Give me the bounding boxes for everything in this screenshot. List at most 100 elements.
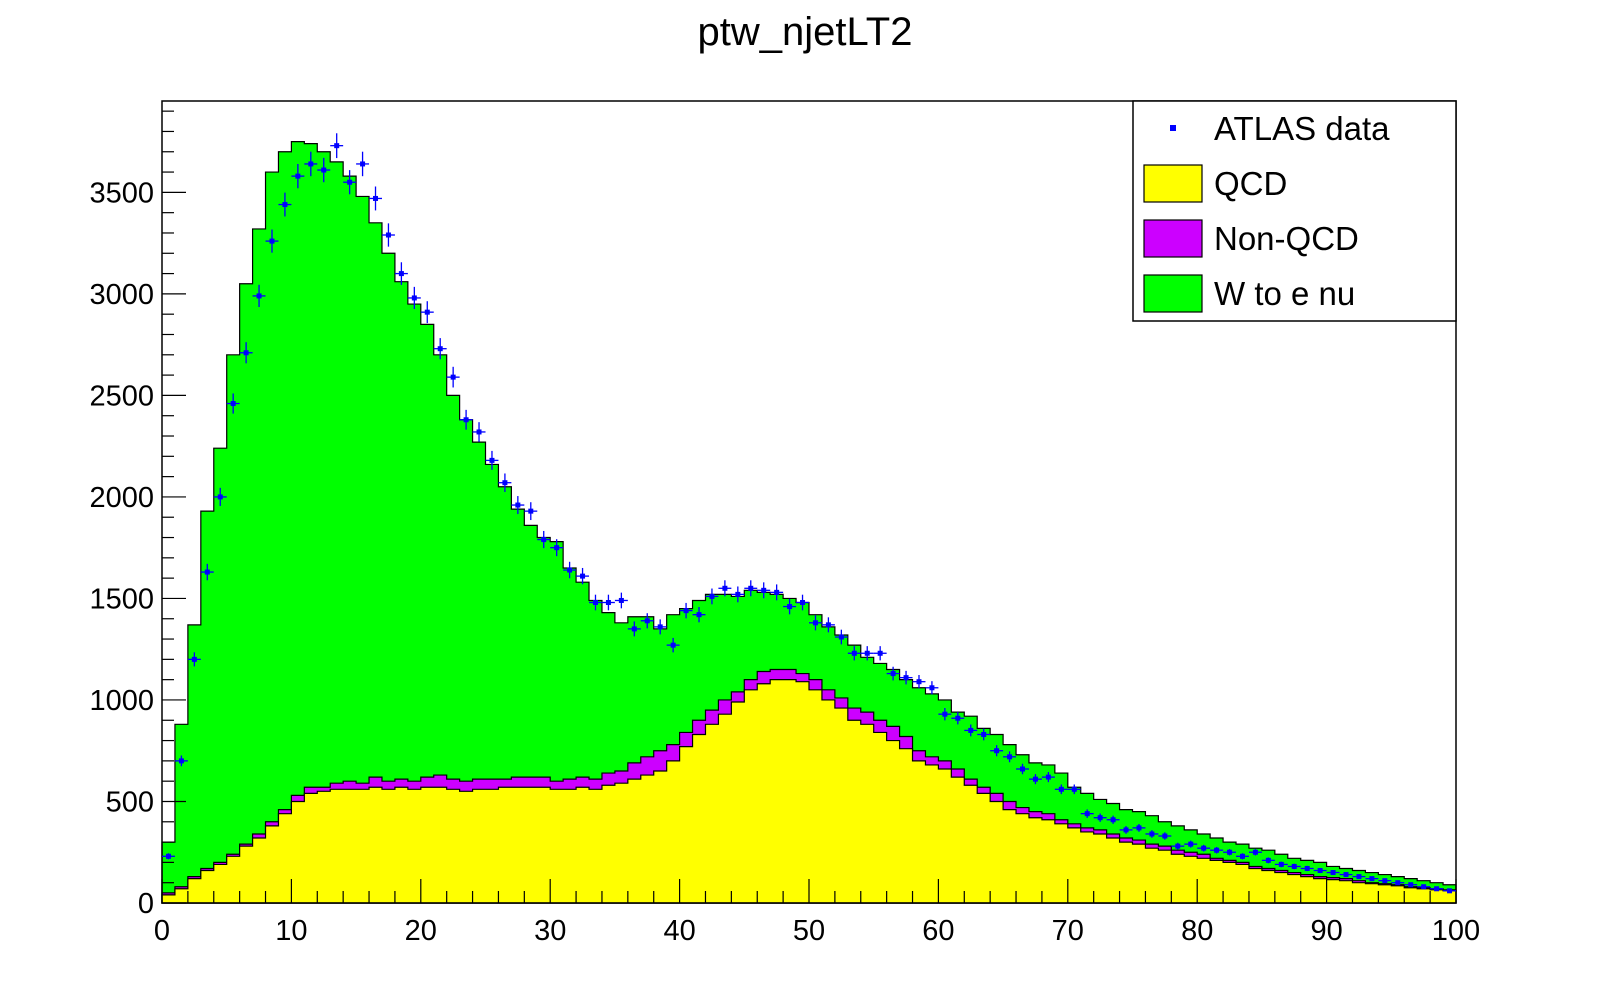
data-point (524, 502, 538, 521)
data-point (213, 487, 227, 507)
data-point-marker (968, 727, 974, 733)
data-point-marker (877, 650, 883, 656)
data-point-marker (1045, 774, 1051, 780)
data-point (653, 619, 667, 635)
data-point-marker (787, 604, 793, 610)
data-point (265, 229, 279, 253)
y-tick-label: 3000 (89, 279, 154, 311)
x-tick-label: 80 (1181, 915, 1213, 947)
x-tick-label: 90 (1310, 915, 1342, 947)
data-point (1352, 874, 1366, 880)
data-point-marker (761, 587, 767, 593)
data-point-marker (800, 600, 806, 606)
data-point (1080, 809, 1094, 818)
y-tick-label: 1000 (89, 685, 154, 717)
data-point-marker (1369, 876, 1375, 882)
x-tick-label: 30 (534, 915, 566, 947)
data-point-marker (282, 202, 288, 208)
data-points (162, 133, 1456, 894)
x-tick-label: 50 (793, 915, 825, 947)
data-point (381, 223, 395, 247)
data-point (951, 712, 965, 725)
legend-swatch-qcd (1143, 164, 1203, 203)
data-point-marker (774, 589, 780, 595)
data-point-marker (321, 167, 327, 173)
data-point-marker (657, 624, 663, 630)
legend-label-w-to-e-nu: W to e nu (1214, 275, 1355, 312)
data-point (614, 592, 628, 609)
data-point (304, 151, 318, 177)
data-point-marker (580, 573, 586, 579)
data-point-marker (812, 620, 818, 626)
data-point-marker (463, 417, 469, 423)
data-point-marker (838, 634, 844, 640)
data-point-marker (631, 626, 637, 632)
data-point (1054, 784, 1068, 795)
data-point-marker (554, 545, 560, 551)
data-point (1067, 784, 1081, 795)
data-point-marker (450, 374, 456, 380)
data-point (252, 284, 266, 308)
data-point-marker (1330, 870, 1336, 876)
data-point (847, 646, 861, 661)
data-point-marker (295, 173, 301, 179)
data-point (511, 496, 525, 515)
data-point (576, 567, 590, 585)
data-point-marker (1071, 786, 1077, 792)
data-point (964, 724, 978, 737)
data-point (187, 652, 201, 667)
data-point (563, 561, 577, 579)
data-point (343, 170, 357, 195)
data-point-marker (1188, 841, 1194, 847)
data-point (162, 853, 175, 860)
data-point (1158, 832, 1172, 840)
data-point-marker (308, 161, 314, 167)
data-point (1003, 751, 1017, 763)
legend-swatch-w-to-e-nu (1143, 274, 1203, 313)
data-point (1378, 878, 1392, 884)
data-point (1326, 870, 1340, 876)
data-point (1391, 880, 1405, 886)
data-point-marker (424, 309, 430, 315)
data-point (640, 613, 654, 629)
data-point-marker (269, 238, 275, 244)
data-point (731, 586, 745, 603)
data-point-marker (489, 457, 495, 463)
data-point (420, 301, 434, 324)
data-point-marker (334, 143, 340, 149)
plot-area (161, 141, 1457, 904)
data-point-marker (1421, 884, 1427, 890)
data-point (369, 186, 382, 211)
data-point-marker (217, 494, 223, 500)
data-point (1210, 846, 1224, 854)
data-point-marker (1395, 880, 1401, 886)
data-point (705, 588, 719, 605)
data-point (860, 646, 874, 661)
data-point (692, 607, 706, 623)
data-point (1223, 849, 1237, 856)
data-point-marker (1252, 849, 1258, 855)
data-point-marker (942, 711, 948, 717)
data-point-marker (1020, 766, 1026, 772)
x-tick-label: 40 (663, 915, 695, 947)
data-point (679, 602, 693, 619)
data-point-marker (851, 650, 857, 656)
data-point (291, 163, 305, 189)
data-point (1443, 888, 1456, 894)
data-point-marker (347, 179, 353, 185)
legend-label-atlas-data: ATLAS data (1214, 110, 1390, 147)
data-point-marker (567, 567, 573, 573)
data-point (498, 473, 512, 492)
series-qcd (161, 679, 1457, 904)
data-point-marker (903, 675, 909, 681)
data-point-marker (191, 656, 197, 662)
legend-label-non-qcd: Non-QCD (1214, 220, 1359, 257)
data-point-marker (1149, 831, 1155, 837)
data-point (317, 157, 331, 183)
data-point (446, 366, 460, 388)
chart-title: ptw_njetLT2 (698, 10, 913, 54)
data-point (407, 286, 421, 310)
data-point (1028, 774, 1042, 785)
data-point (796, 594, 809, 611)
